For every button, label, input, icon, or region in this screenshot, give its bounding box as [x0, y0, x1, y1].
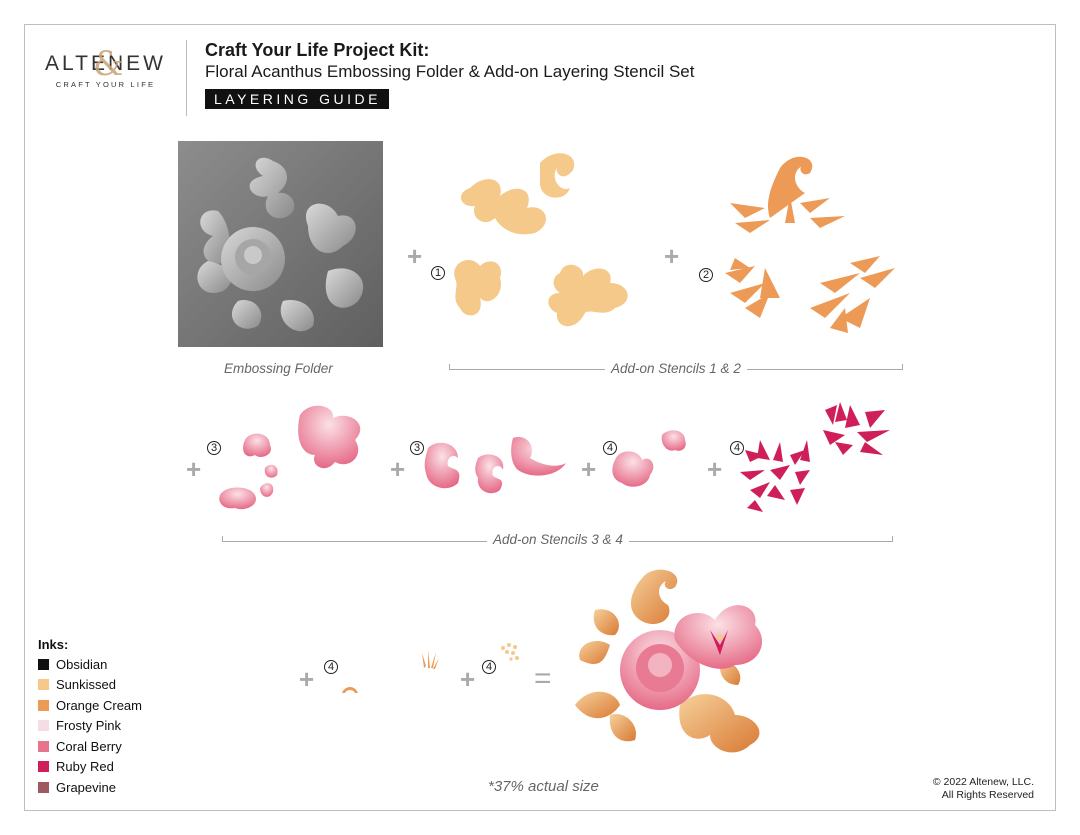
step-number-1: 1 — [431, 266, 445, 280]
copyright-line-1: © 2022 Altenew, LLC. — [932, 776, 1034, 788]
embossing-folder-caption: Embossing Folder — [218, 361, 339, 376]
stencil-4a-frosty-coral — [612, 430, 686, 487]
logo-wordmark: ALTENEW — [45, 52, 166, 75]
logo-ampersand-mark: & — [93, 44, 124, 84]
layering-guide-badge: LAYERING GUIDE — [205, 89, 389, 109]
step-number-4: 4 — [482, 660, 496, 674]
inks-legend: Inks: Obsidian Sunkissed Orange Cream Frost… — [38, 637, 142, 798]
ink-item: Frosty Pink — [38, 716, 142, 737]
ink-swatch — [38, 761, 49, 773]
equals-sign: = — [534, 662, 552, 695]
plus-sign: + — [299, 664, 315, 694]
step-number-3: 3 — [410, 441, 424, 455]
ink-name: Obsidian — [56, 656, 108, 672]
copyright: © 2022 Altenew, LLC. All Rights Reserved — [933, 776, 1034, 802]
page-frame — [24, 24, 1056, 811]
stencil-4b-ruby-red — [740, 402, 890, 512]
step-number-4: 4 — [730, 441, 744, 455]
stencil-grapevine-accent-1 — [342, 687, 358, 693]
stencil-3b-coral-berry — [424, 437, 566, 494]
ink-item: Grapevine — [38, 777, 142, 798]
ink-swatch — [38, 720, 49, 732]
altenew-logo: ALTENEW & CRAFT YOUR LIFE — [38, 44, 173, 89]
ink-list: Obsidian Sunkissed Orange Cream Frosty Pink… — [38, 654, 142, 798]
step-number-3: 3 — [207, 441, 221, 455]
ink-name: Frosty Pink — [56, 718, 122, 734]
logo-tagline: CRAFT YOUR LIFE — [55, 80, 156, 89]
step-number-2: 2 — [699, 268, 713, 282]
finished-flower-result — [575, 569, 763, 753]
plus-sign: + — [407, 241, 423, 271]
ink-item: Coral Berry — [38, 736, 142, 757]
ink-item: Obsidian — [38, 654, 142, 675]
ink-swatch — [38, 699, 49, 711]
ink-item: Sunkissed — [38, 675, 142, 696]
stencil-3a-coral-berry — [219, 405, 361, 510]
header-divider — [186, 40, 187, 116]
kit-subtitle: Floral Acanthus Embossing Folder & Add-o… — [205, 62, 695, 81]
plus-sign: + — [707, 454, 723, 484]
ink-swatch — [38, 679, 49, 691]
actual-size-note: *37% actual size — [488, 778, 599, 795]
copyright-line-2: All Rights Reserved — [941, 789, 1034, 801]
ink-item: Orange Cream — [38, 695, 142, 716]
step-number-4: 4 — [603, 441, 617, 455]
plus-sign: + — [186, 454, 202, 484]
plus-sign: + — [390, 454, 406, 484]
ink-item: Ruby Red — [38, 757, 142, 778]
ink-name: Coral Berry — [56, 738, 122, 754]
ink-name: Grapevine — [56, 779, 116, 795]
stencil-1-sunkissed — [454, 153, 628, 327]
inks-title: Inks: — [38, 637, 69, 652]
plus-sign: + — [460, 664, 476, 694]
embossing-folder-image — [178, 141, 383, 347]
ink-swatch — [38, 740, 49, 752]
kit-title: Craft Your Life Project Kit: — [205, 40, 430, 60]
stencil-2-orange-cream — [725, 156, 895, 333]
stencil-stamen-dots — [501, 643, 519, 661]
ink-swatch — [38, 658, 49, 670]
step-number-4: 4 — [324, 660, 338, 674]
ink-name: Orange Cream — [56, 697, 142, 713]
ink-swatch — [38, 781, 49, 793]
plus-sign: + — [581, 454, 597, 484]
plus-sign: + — [664, 241, 680, 271]
ink-name: Sunkissed — [56, 677, 116, 693]
stencils-1-2-caption: Add-on Stencils 1 & 2 — [605, 361, 747, 376]
ink-name: Ruby Red — [56, 759, 114, 775]
stencil-grapevine-accent-2 — [422, 650, 439, 669]
stencils-3-4-caption: Add-on Stencils 3 & 4 — [487, 532, 629, 547]
